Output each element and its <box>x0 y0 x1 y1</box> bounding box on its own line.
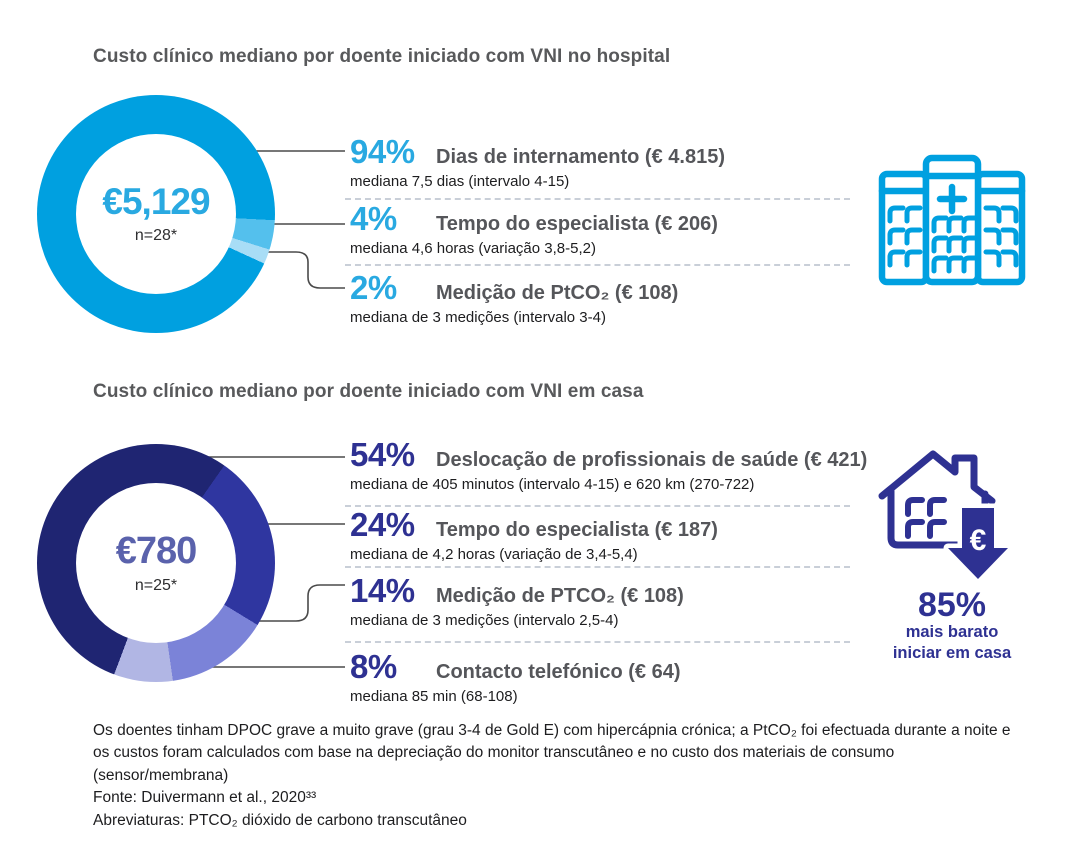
svg-text:€: € <box>970 524 987 557</box>
row-subtext: mediana de 405 minutos (intervalo 4-15) … <box>350 476 755 494</box>
pct-value: 2% <box>350 269 397 306</box>
donut-center-value: €780 <box>115 529 198 572</box>
cost-row: 24% Tempo do especialista (€ 187) median… <box>350 506 870 564</box>
row-label: Dias de internamento (€ 4.815) <box>436 146 725 168</box>
savings-pct: 85% <box>917 586 987 624</box>
cost-row: 8% Contacto telefónico (€ 64) mediana 85… <box>350 648 870 706</box>
row-subtext: mediana 4,6 horas (variação 3,8-5,2) <box>350 240 596 258</box>
donut-n-label: n=28* <box>134 227 178 244</box>
donut-chart-hospital: €5,129 n=28* <box>37 95 275 333</box>
row-label: Medição de PTCO₂ (€ 108) <box>436 585 684 607</box>
savings-caption-line2: iniciar em casa <box>892 644 1012 663</box>
pct-value: 54% <box>350 436 415 473</box>
row-label: Deslocação de profissionais de saúde (€ … <box>436 449 868 471</box>
cost-row: 2% Medição de PtCO₂ (€ 108) mediana de 3… <box>350 269 870 327</box>
pct-value: 94% <box>350 133 415 170</box>
section-title-hospital: Custo clínico mediano por doente iniciad… <box>93 46 671 67</box>
home-savings-badge: € 85% mais barato iniciar em casa <box>870 446 1034 665</box>
cost-row: 54% Deslocação de profissionais de saúde… <box>350 436 870 494</box>
cost-row: 14% Medição de PTCO₂ (€ 108) mediana de … <box>350 572 870 630</box>
row-subtext: mediana de 3 medições (intervalo 2,5-4) <box>350 612 619 630</box>
row-label: Tempo do especialista (€ 187) <box>436 519 718 541</box>
row-separator <box>345 198 850 200</box>
section-title-home: Custo clínico mediano por doente iniciad… <box>93 381 644 402</box>
row-subtext: mediana de 4,2 horas (variação de 3,4-5,… <box>350 546 638 564</box>
row-separator <box>345 641 850 643</box>
footnote-abbreviations: Abreviaturas: PTCO₂ dióxido de carbono t… <box>93 811 467 829</box>
row-subtext: mediana 7,5 dias (intervalo 4-15) <box>350 173 570 191</box>
row-label: Contacto telefónico (€ 64) <box>436 661 681 683</box>
row-separator <box>345 505 850 507</box>
donut-hole: €5,129 n=28* <box>76 134 236 294</box>
donut-chart-home: €780 n=25* <box>37 444 275 682</box>
donut-n-label: n=25* <box>134 576 178 594</box>
cost-row: 4% Tempo do especialista (€ 206) mediana… <box>350 200 870 258</box>
row-subtext: mediana de 3 medições (intervalo 3-4) <box>350 309 606 327</box>
cost-row: 94% Dias de internamento (€ 4.815) media… <box>350 133 870 191</box>
row-separator <box>345 566 850 568</box>
pct-value: 8% <box>350 648 397 685</box>
hospital-icon <box>876 150 1028 288</box>
pct-value: 24% <box>350 506 415 543</box>
footnote-body: Os doentes tinham DPOC grave a muito gra… <box>93 722 1011 784</box>
row-subtext: mediana 85 min (68-108) <box>350 688 518 706</box>
pct-value: 14% <box>350 572 415 609</box>
footnote-source: Fonte: Duivermann et al., 2020³³ <box>93 789 317 807</box>
savings-caption-line1: mais barato <box>905 623 999 641</box>
pct-value: 4% <box>350 200 397 237</box>
donut-center-value: €5,129 <box>102 181 210 222</box>
row-label: Tempo do especialista (€ 206) <box>436 213 718 235</box>
footnote-block: Os doentes tinham DPOC grave a muito gra… <box>93 720 1015 832</box>
house-savings-icon: € <box>878 450 1013 582</box>
row-label: Medição de PtCO₂ (€ 108) <box>436 282 679 304</box>
donut-hole: €780 n=25* <box>76 483 236 643</box>
row-separator <box>345 264 850 266</box>
